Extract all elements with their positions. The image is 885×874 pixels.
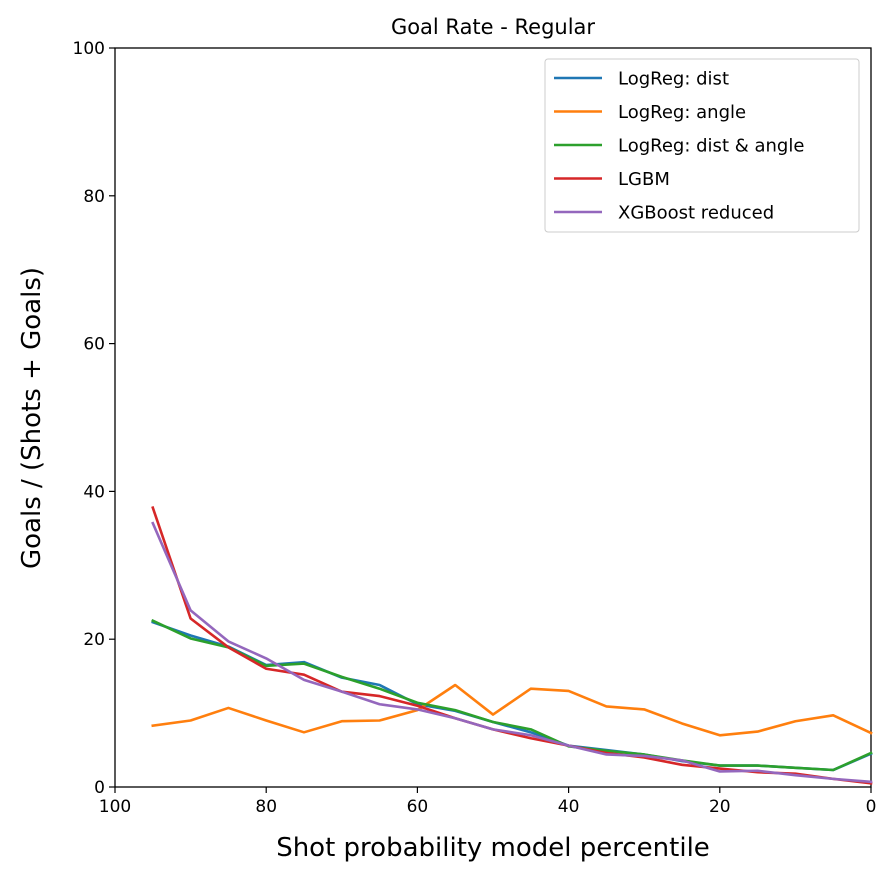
y-tick-label: 40 bbox=[83, 482, 105, 502]
legend-label: LogReg: angle bbox=[618, 102, 746, 123]
y-tick-label: 80 bbox=[83, 187, 105, 207]
x-tick-label: 20 bbox=[709, 797, 731, 817]
x-tick-label: 60 bbox=[407, 797, 429, 817]
series-line-5 bbox=[151, 521, 873, 784]
series-line-1 bbox=[151, 620, 873, 772]
legend: LogReg: dist LogReg: angle LogReg: dist & … bbox=[544, 58, 860, 233]
x-axis: 100 80 60 40 20 0 bbox=[99, 787, 877, 817]
series-line-2 bbox=[151, 683, 873, 737]
y-tick-label: 60 bbox=[83, 335, 105, 355]
legend-box bbox=[544, 58, 860, 233]
x-tick-label: 40 bbox=[558, 797, 580, 817]
y-axis-title: Goals / (Shots + Goals) bbox=[17, 267, 47, 569]
legend-label: LGBM bbox=[618, 169, 670, 190]
x-axis-title: Shot probability model percentile bbox=[276, 833, 710, 863]
x-tick-label: 100 bbox=[99, 797, 131, 817]
y-tick-label: 100 bbox=[73, 39, 105, 59]
plot-area bbox=[114, 47, 873, 788]
series-layer bbox=[151, 506, 873, 785]
legend-label: LogReg: dist & angle bbox=[618, 136, 804, 157]
y-axis: 0 20 40 60 80 100 bbox=[73, 39, 115, 798]
x-tick-label: 80 bbox=[255, 797, 277, 817]
plot-frame bbox=[114, 47, 872, 788]
series-line-4 bbox=[151, 506, 873, 785]
y-tick-label: 20 bbox=[83, 630, 105, 650]
series-line-3 bbox=[151, 619, 873, 772]
y-tick-label: 0 bbox=[94, 778, 105, 798]
x-tick-label: 0 bbox=[866, 797, 877, 817]
legend-label: XGBoost reduced bbox=[618, 203, 774, 224]
chart-title: Goal Rate - Regular bbox=[391, 15, 595, 39]
legend-label: LogReg: dist bbox=[618, 69, 729, 90]
